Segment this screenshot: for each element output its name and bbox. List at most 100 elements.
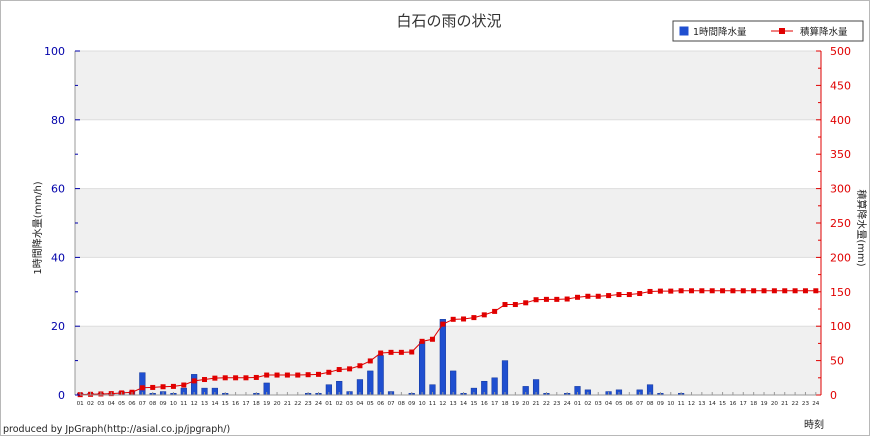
x-tick-label: 07 bbox=[636, 401, 644, 407]
line-point-16 bbox=[243, 375, 249, 381]
x-tick-label: 16 bbox=[232, 401, 240, 407]
x-tick-label: 17 bbox=[740, 401, 748, 407]
line-point-8 bbox=[160, 384, 166, 390]
line-point-40 bbox=[492, 308, 498, 314]
plot-band bbox=[75, 119, 821, 189]
line-point-45 bbox=[543, 296, 549, 302]
line-point-55 bbox=[647, 288, 653, 294]
x-tick-label: 09 bbox=[160, 401, 168, 407]
line-point-35 bbox=[440, 321, 446, 327]
right-tick-label: 350 bbox=[830, 148, 851, 161]
line-point-19 bbox=[274, 372, 280, 378]
x-tick-label: 08 bbox=[149, 401, 157, 407]
left-tick-label: 40 bbox=[51, 251, 65, 264]
line-point-27 bbox=[357, 363, 363, 369]
x-tick-label: 11 bbox=[678, 401, 686, 407]
right-tick-label: 50 bbox=[830, 355, 844, 368]
x-tick-label: 07 bbox=[387, 401, 395, 407]
line-point-68 bbox=[782, 288, 788, 294]
x-tick-label: 10 bbox=[419, 401, 427, 407]
legend-line-label: 積算降水量 bbox=[800, 26, 848, 38]
x-tick-label: 17 bbox=[242, 401, 250, 407]
plot-band bbox=[75, 326, 821, 395]
x-tick-label: 10 bbox=[170, 401, 178, 407]
x-tick-label: 11 bbox=[180, 401, 188, 407]
right-tick-label: 150 bbox=[830, 286, 851, 299]
line-point-57 bbox=[668, 288, 674, 294]
x-tick-label: 08 bbox=[646, 401, 654, 407]
x-tick-label: 15 bbox=[470, 401, 478, 407]
left-tick-label: 0 bbox=[58, 389, 65, 402]
x-tick-label: 13 bbox=[450, 401, 458, 407]
line-point-32 bbox=[409, 349, 415, 355]
x-tick-label: 14 bbox=[211, 401, 219, 407]
line-point-21 bbox=[295, 372, 301, 378]
line-point-9 bbox=[170, 383, 176, 389]
legend: 1時間降水量 積算降水量 bbox=[672, 20, 864, 42]
line-point-56 bbox=[657, 288, 663, 294]
legend-box bbox=[672, 20, 864, 42]
x-tick-label: 16 bbox=[481, 401, 489, 407]
x-tick-label: 07 bbox=[139, 401, 147, 407]
line-point-39 bbox=[481, 312, 487, 318]
line-point-64 bbox=[740, 288, 746, 294]
line-point-30 bbox=[388, 349, 394, 355]
right-tick-label: 300 bbox=[830, 183, 851, 196]
line-point-42 bbox=[512, 302, 518, 308]
x-tick-label: 06 bbox=[128, 401, 136, 407]
line-point-17 bbox=[253, 374, 259, 380]
right-tick-label: 100 bbox=[830, 320, 851, 333]
line-point-33 bbox=[419, 338, 425, 344]
plot-band bbox=[75, 188, 821, 258]
x-tick-label: 13 bbox=[201, 401, 209, 407]
x-tick-label: 15 bbox=[719, 401, 727, 407]
x-tick-label: 09 bbox=[408, 401, 416, 407]
x-tick-label: 08 bbox=[398, 401, 406, 407]
left-tick-label: 20 bbox=[51, 320, 65, 333]
x-tick-label: 02 bbox=[584, 401, 591, 407]
line-point-24 bbox=[326, 369, 332, 375]
plot-band bbox=[75, 257, 821, 327]
line-point-49 bbox=[585, 293, 591, 299]
x-tick-label: 05 bbox=[615, 401, 623, 407]
line-point-15 bbox=[233, 375, 239, 381]
x-tick-label: 03 bbox=[595, 401, 603, 407]
line-point-38 bbox=[471, 315, 477, 321]
line-point-22 bbox=[305, 372, 311, 378]
line-point-62 bbox=[720, 288, 726, 294]
line-point-34 bbox=[429, 336, 435, 342]
line-point-47 bbox=[564, 296, 570, 302]
x-ticks: 01 02 03 04 05 06 07 08 09 10 11 12 13 14 15 16 17 18 19 20… bbox=[77, 392, 820, 407]
x-tick-label: 05 bbox=[367, 401, 375, 407]
x-tick-label: 03 bbox=[346, 401, 354, 407]
x-tick-label: 19 bbox=[760, 401, 768, 407]
x-tick-label: 21 bbox=[781, 401, 789, 407]
x-tick-label: 21 bbox=[533, 401, 541, 407]
x-tick-label: 22 bbox=[543, 401, 550, 407]
line-point-67 bbox=[771, 288, 777, 294]
line-point-18 bbox=[264, 372, 270, 378]
x-tick-label: 06 bbox=[377, 401, 385, 407]
line-point-26 bbox=[347, 366, 353, 372]
x-tick-label: 19 bbox=[512, 401, 520, 407]
line-point-71 bbox=[813, 288, 819, 294]
bar-29 bbox=[377, 355, 384, 396]
x-tick-label: 24 bbox=[564, 401, 572, 407]
line-point-61 bbox=[709, 288, 715, 294]
right-tick-label: 0 bbox=[830, 389, 837, 402]
x-tick-label: 18 bbox=[253, 401, 261, 407]
line-point-6 bbox=[139, 385, 145, 391]
line-point-41 bbox=[502, 302, 508, 308]
x-tick-label: 01 bbox=[574, 401, 582, 407]
line-point-28 bbox=[367, 358, 373, 364]
line-point-52 bbox=[616, 292, 622, 298]
x-tick-label: 05 bbox=[118, 401, 126, 407]
x-tick-label: 09 bbox=[657, 401, 665, 407]
chart-title: 白石の雨の状況 bbox=[396, 12, 501, 30]
x-tick-label: 04 bbox=[605, 401, 613, 407]
line-point-50 bbox=[595, 293, 601, 299]
x-tick-label: 22 bbox=[294, 401, 301, 407]
line-point-43 bbox=[523, 300, 529, 306]
line-point-12 bbox=[202, 377, 208, 383]
